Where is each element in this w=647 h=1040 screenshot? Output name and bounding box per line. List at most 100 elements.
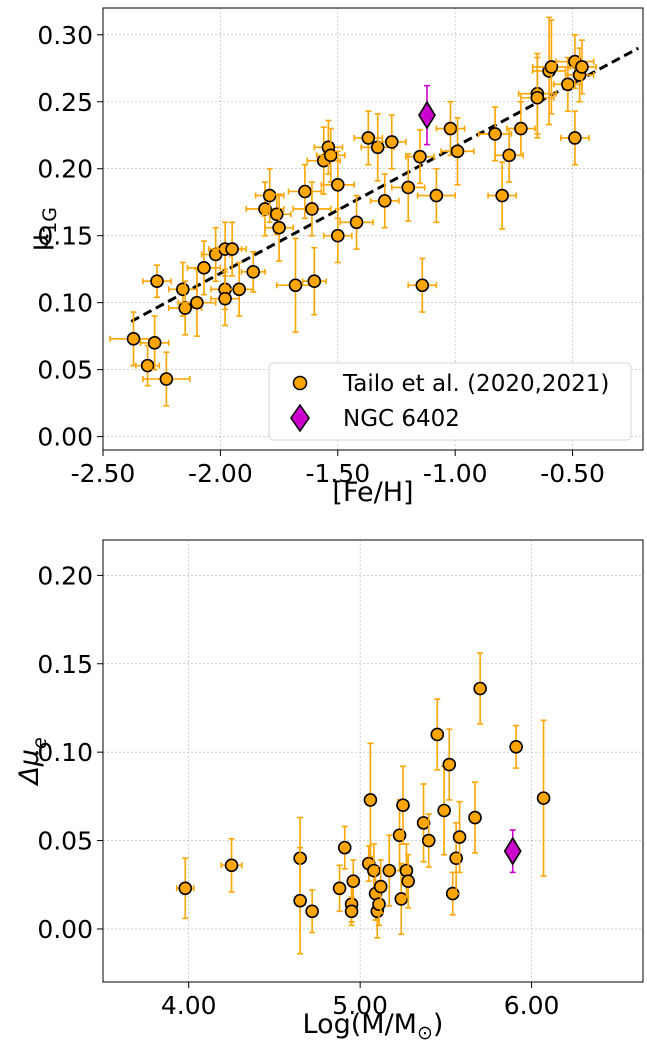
top-panel-metallicity: -2.50 -2.00 -1.50 -1.00 -0.50 0.000.050.100.… <box>24 7 644 508</box>
circle-marker <box>544 60 559 74</box>
x-tick-label: -1.50 <box>305 459 370 488</box>
cluster-point <box>405 129 435 185</box>
circle-marker <box>323 148 338 163</box>
circle-marker <box>147 336 162 350</box>
legend-box <box>268 362 632 441</box>
circle-marker <box>450 144 465 159</box>
x-tick-label: -0.50 <box>540 459 605 488</box>
y-tick-label: 0.30 <box>37 21 93 50</box>
legend-label-ngc6402: NGC 6402 <box>343 406 460 432</box>
circle-marker <box>509 740 523 754</box>
y-tick-label: 0.10 <box>37 289 93 318</box>
circle-marker <box>452 830 467 844</box>
cluster-point <box>396 765 410 845</box>
circle-marker <box>190 295 204 310</box>
top-x-ticks: -2.50 -2.00 -1.50 -1.00 -0.50 <box>71 450 605 488</box>
cluster-point <box>440 117 475 186</box>
circle-marker <box>488 127 502 141</box>
cluster-point <box>254 167 285 224</box>
cluster-point <box>473 652 487 725</box>
cluster-point <box>217 221 248 277</box>
legend-marker-ngc6402 <box>290 403 310 433</box>
circle-marker <box>430 727 445 742</box>
top-y-ticks: 0.00 0.05 0.10 0.15 0.20 0.25 0.30 <box>37 21 103 452</box>
cluster-point <box>344 896 359 927</box>
circle-marker <box>232 282 246 297</box>
circle-marker <box>514 121 528 136</box>
circle-marker <box>246 265 261 279</box>
circle-marker <box>344 904 359 919</box>
cluster-point <box>430 698 445 771</box>
circle-marker <box>159 372 174 386</box>
bottom-x-axis-label: Log(M/M⊙) <box>303 1009 444 1040</box>
cluster-point <box>220 837 243 893</box>
circle-marker <box>401 180 416 195</box>
circle-marker <box>437 803 451 818</box>
circle-marker <box>442 757 457 772</box>
circle-marker <box>330 228 345 243</box>
cluster-point <box>552 56 583 112</box>
circle-marker <box>305 202 319 216</box>
cluster-point <box>468 781 482 854</box>
cluster-point <box>506 100 536 157</box>
y-tick-label: 0.00 <box>37 423 93 452</box>
top-legend: Tailo et al. (2020,2021) NGC 6402 <box>268 362 632 441</box>
bottom-plot-frame <box>102 539 644 983</box>
circle-marker <box>150 274 164 289</box>
cluster-point <box>399 843 414 898</box>
top-y-axis-label-main: μ <box>24 234 55 251</box>
circle-marker <box>363 793 378 807</box>
cluster-point <box>382 834 397 907</box>
circle-marker <box>372 897 386 912</box>
circle-marker <box>536 791 551 805</box>
circle-marker <box>568 131 582 145</box>
cluster-point <box>142 264 172 299</box>
circle-marker <box>225 242 239 256</box>
cluster-point <box>421 813 436 868</box>
cluster-point <box>275 237 316 333</box>
y-tick-label: 0.25 <box>37 88 93 117</box>
top-y-axis-label: μ1G <box>24 207 61 251</box>
legend-label-tailo: Tailo et al. (2020,2021) <box>342 371 609 397</box>
x-tick-label: -2.00 <box>188 459 253 488</box>
cluster-point <box>369 173 400 229</box>
cluster-point <box>139 315 170 371</box>
circle-marker <box>218 291 232 306</box>
circle-marker <box>373 879 388 894</box>
cluster-point <box>363 742 378 858</box>
cluster-point <box>452 800 467 874</box>
cluster-point <box>353 110 384 166</box>
diamond-marker <box>418 100 436 130</box>
cluster-point <box>301 246 327 316</box>
cluster-point <box>177 268 217 337</box>
circle-marker <box>346 874 361 889</box>
y-tick-label: 0.20 <box>37 561 93 590</box>
circle-marker <box>349 215 364 230</box>
cluster-point <box>240 250 266 293</box>
cluster-point <box>293 846 307 955</box>
circle-marker <box>384 135 399 149</box>
circle-marker <box>396 798 410 813</box>
bottom-y-axis-label-main: Δμ <box>14 749 45 787</box>
cluster-point <box>560 110 590 166</box>
x-tick-label: -2.50 <box>71 459 136 488</box>
circle-marker <box>298 184 312 199</box>
bottom-panel-mass: 4.00 5.00 6.00 0.00 0.05 0.10 0.15 0.20 Log(M/… <box>14 539 644 1040</box>
y-tick-label: 0.10 <box>37 738 93 767</box>
cluster-point <box>264 193 294 262</box>
circle-marker <box>382 863 397 878</box>
cluster-point <box>315 127 346 183</box>
circle-marker <box>361 131 376 145</box>
circle-marker <box>178 301 192 315</box>
circle-marker <box>401 874 415 889</box>
cluster-point <box>536 719 551 877</box>
cluster-point <box>175 857 195 920</box>
cluster-point <box>322 208 353 264</box>
y-tick-label: 0.05 <box>37 827 93 856</box>
ngc6402-point <box>503 829 522 874</box>
cluster-point <box>292 181 332 237</box>
y-tick-label: 0.05 <box>37 356 93 385</box>
circle-marker <box>468 810 482 825</box>
cluster-point <box>373 859 388 914</box>
